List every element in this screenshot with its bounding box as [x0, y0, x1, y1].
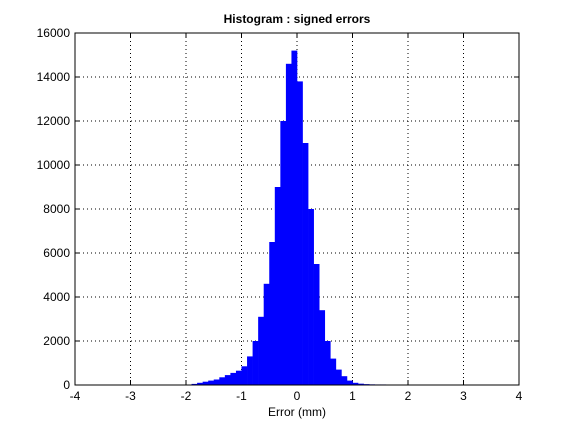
x-tick-label: -4: [70, 389, 81, 403]
x-tick-label: -2: [181, 389, 192, 403]
bar: [291, 50, 298, 385]
x-tick-label: -1: [236, 389, 247, 403]
x-tick-label: -3: [125, 389, 136, 403]
bar: [224, 375, 231, 385]
y-tick-label: 14000: [37, 70, 71, 84]
bar: [208, 380, 215, 385]
bar: [285, 63, 292, 386]
bar: [191, 383, 198, 385]
bar: [335, 369, 342, 385]
bar: [352, 382, 359, 385]
bar: [308, 209, 314, 385]
x-tick-label: 4: [516, 389, 523, 403]
x-axis-label: Error (mm): [268, 405, 326, 419]
x-tick-label: 2: [405, 389, 412, 403]
bar: [297, 81, 303, 386]
bar: [219, 377, 226, 385]
bar: [341, 376, 348, 385]
y-tick-label: 10000: [37, 158, 71, 172]
bar: [247, 356, 253, 385]
bar: [274, 187, 281, 385]
bar: [358, 383, 364, 385]
bar: [324, 341, 331, 385]
y-tick-label: 0: [63, 378, 70, 392]
x-tick-label: 1: [349, 389, 356, 403]
plot-frame: [74, 32, 520, 386]
bar: [202, 381, 209, 385]
bar: [252, 341, 259, 385]
x-tick-label: 0: [294, 389, 301, 403]
y-tick-label: 2000: [43, 334, 70, 348]
y-tick-label: 8000: [43, 202, 70, 216]
y-tick-label: 6000: [43, 246, 70, 260]
y-tick-label: 16000: [37, 26, 71, 40]
y-tick-label: 12000: [37, 114, 71, 128]
bar: [269, 242, 276, 385]
bar: [313, 264, 320, 385]
bar: [258, 316, 264, 385]
bar: [319, 310, 326, 385]
bar: [280, 121, 287, 385]
x-tick-label: 3: [460, 389, 467, 403]
bar: [213, 379, 220, 385]
chart-title: Histogram : signed errors: [224, 12, 371, 26]
bar: [330, 358, 337, 385]
y-tick-label: 4000: [43, 290, 70, 304]
bar: [197, 382, 203, 385]
bar: [263, 283, 270, 385]
bar: [302, 143, 309, 385]
bar: [241, 366, 248, 385]
bar: [235, 370, 242, 385]
bar: [230, 372, 237, 385]
bar: [346, 380, 353, 385]
